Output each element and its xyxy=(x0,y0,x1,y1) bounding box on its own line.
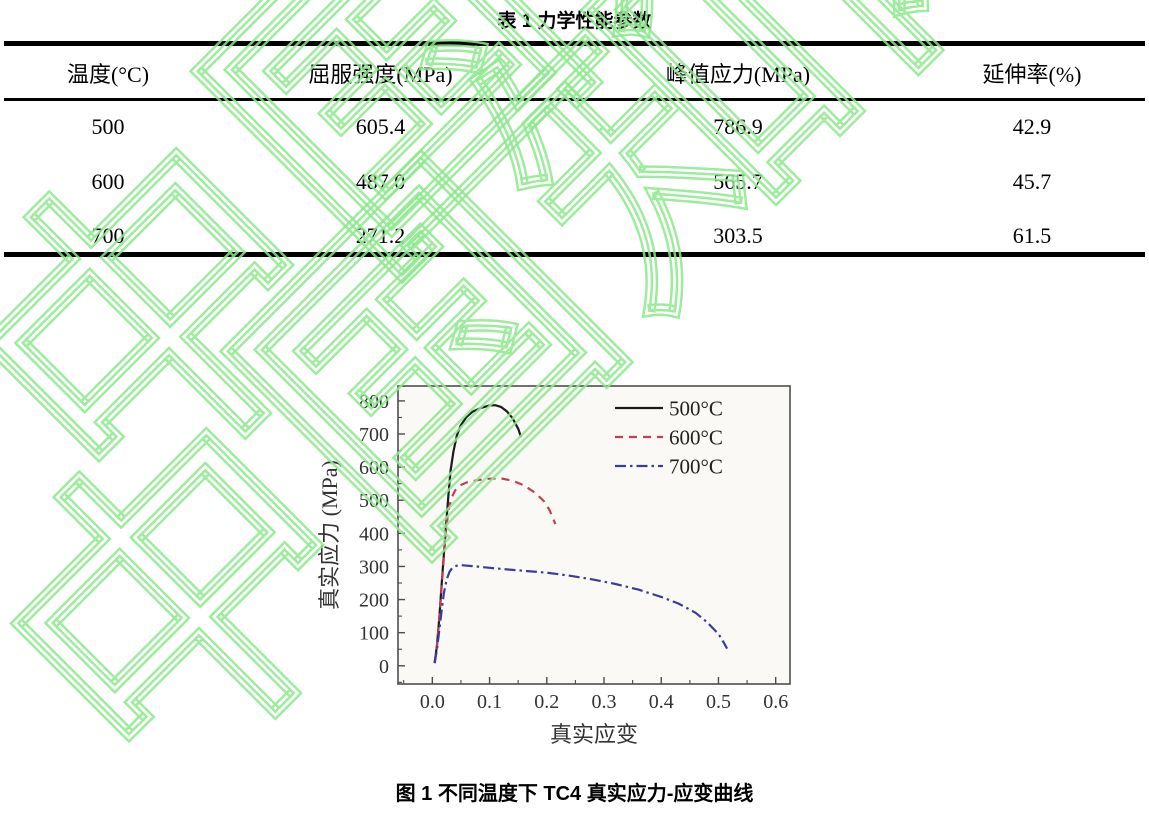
y-tick-label: 400 xyxy=(359,523,389,545)
y-tick-label: 200 xyxy=(359,590,389,612)
series-600°C xyxy=(433,477,557,664)
legend-label: 600°C xyxy=(669,426,723,450)
legend-label: 700°C xyxy=(669,455,723,479)
x-tick-label: 0.3 xyxy=(592,691,617,713)
series-700°C xyxy=(433,563,729,664)
y-axis-label: 真实应力 (MPa) xyxy=(317,460,342,610)
legend: 500°C 600°C 700°C xyxy=(615,397,723,479)
table-bottom-rule xyxy=(4,252,1145,257)
column-header-peak-stress: 峰值应力(MPa) xyxy=(665,62,811,87)
cell-temperature: 700 xyxy=(91,223,125,248)
figure-container: 0.0 0.1 0.2 0.3 0.4 0.5 0.6 真实应变 0 100 200 300 400 50… xyxy=(313,376,813,776)
cell-elongation: 61.5 xyxy=(1012,223,1052,248)
cell-temperature: 600 xyxy=(91,169,125,194)
y-tick-label: 700 xyxy=(359,424,389,446)
column-header-temperature: 温度(°C) xyxy=(66,62,150,87)
cell-yield-strength: 271.2 xyxy=(355,223,406,248)
legend-label: 500°C xyxy=(669,397,723,421)
y-tick-label: 500 xyxy=(359,490,389,512)
cell-peak-stress: 565.7 xyxy=(713,169,763,194)
table-header-rule xyxy=(4,98,1145,101)
cell-peak-stress: 303.5 xyxy=(713,223,763,248)
x-tick-label: 0.0 xyxy=(420,691,445,713)
plot-frame xyxy=(397,385,791,685)
y-tick-label: 800 xyxy=(359,391,389,413)
cell-peak-stress: 786.9 xyxy=(713,114,763,139)
table-row: 600 487.0 565.7 45.7 xyxy=(8,162,1141,202)
cell-elongation: 45.7 xyxy=(1012,169,1052,194)
column-header-yield-strength: 屈服强度(MPa) xyxy=(308,62,453,87)
y-tick-label: 0 xyxy=(379,656,389,678)
y-axis: 0 100 200 300 400 500 600 700 800 真实应力 (MPa) xyxy=(317,391,405,683)
x-tick-label: 0.1 xyxy=(477,691,502,713)
x-tick-label: 0.4 xyxy=(649,691,674,713)
y-tick-label: 600 xyxy=(359,457,389,479)
cell-temperature: 500 xyxy=(91,114,125,139)
table-title: 表 1 力学性能参数 xyxy=(497,11,652,32)
x-tick-label: 0.6 xyxy=(763,691,788,713)
x-tick-label: 0.2 xyxy=(534,691,559,713)
figure-caption: 图 1 不同温度下 TC4 真实应力-应变曲线 xyxy=(395,783,754,805)
cell-yield-strength: 605.4 xyxy=(355,114,406,139)
x-axis: 0.0 0.1 0.2 0.3 0.4 0.5 0.6 真实应变 xyxy=(403,677,788,747)
cell-yield-strength: 487.0 xyxy=(355,169,406,194)
table-top-rule xyxy=(4,41,1145,46)
table-header-row: 温度(°C) 屈服强度(MPa) 峰值应力(MPa) 延伸率(%) xyxy=(8,55,1141,95)
column-header-elongation: 延伸率(%) xyxy=(982,62,1082,87)
y-tick-label: 300 xyxy=(359,556,389,578)
cell-elongation: 42.9 xyxy=(1012,114,1052,139)
x-tick-label: 0.5 xyxy=(706,691,731,713)
y-tick-label: 100 xyxy=(359,623,389,645)
x-axis-label: 真实应变 xyxy=(550,722,638,747)
stress-strain-chart: 0.0 0.1 0.2 0.3 0.4 0.5 0.6 真实应变 0 100 200 300 400 50… xyxy=(317,385,791,747)
table-row: 500 605.4 786.9 42.9 xyxy=(8,107,1141,147)
table-row: 700 271.2 303.5 61.5 xyxy=(8,216,1141,256)
